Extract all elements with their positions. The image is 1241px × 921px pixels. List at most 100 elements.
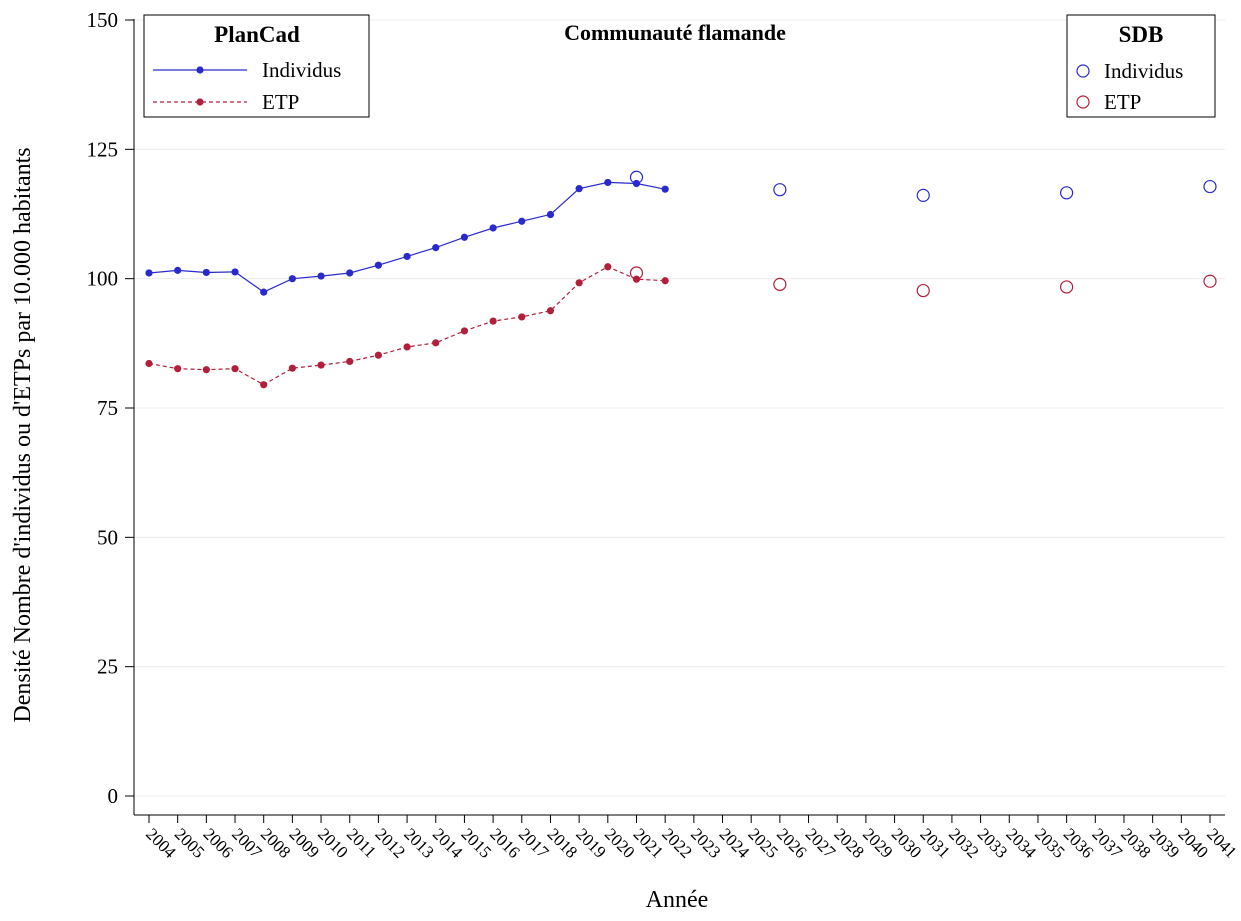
- x-tick-label: 2009: [286, 824, 323, 861]
- data-point: [174, 365, 182, 373]
- data-point: [773, 277, 787, 291]
- legend-sdb-title: SDB: [1119, 22, 1164, 47]
- x-tick-label: 2031: [916, 824, 953, 861]
- x-tick-label: 2016: [486, 824, 523, 861]
- legend-plancad-etp-label: ETP: [262, 90, 299, 114]
- data-point: [403, 252, 411, 261]
- legend-sdb-individus-label: Individus: [1104, 59, 1183, 83]
- x-tick-label: 2015: [458, 824, 495, 861]
- x-tick-label: 2024: [716, 824, 754, 862]
- data-point: [604, 263, 612, 271]
- x-tick-label: 2007: [228, 824, 266, 862]
- data-point: [374, 261, 383, 269]
- x-tick-label: 2022: [658, 824, 695, 861]
- data-point: [489, 317, 497, 325]
- y-tick-label: 100: [87, 267, 119, 291]
- x-tick-label: 2020: [601, 824, 638, 861]
- data-point: [374, 351, 383, 359]
- data-point: [661, 185, 669, 193]
- data-point: [489, 224, 497, 232]
- data-point: [202, 366, 210, 374]
- series-line: [148, 181, 666, 293]
- data-point: [145, 269, 153, 277]
- x-tick-label: 2021: [630, 824, 667, 861]
- data-point: [260, 381, 268, 389]
- data-point: [916, 188, 930, 202]
- series-sdb-individus: [629, 170, 1217, 202]
- legend-plancad-individus-label: Individus: [262, 58, 341, 82]
- data-point: [317, 361, 325, 369]
- x-tick-label: 2041: [1203, 824, 1240, 861]
- legend-sdb-box: [1066, 14, 1216, 118]
- data-point: [575, 279, 583, 287]
- x-tick-label: 2018: [544, 824, 581, 861]
- data-point: [661, 277, 669, 285]
- y-tick-label: 50: [97, 525, 118, 549]
- x-tick-label: 2035: [1031, 824, 1068, 861]
- x-tick-label: 2004: [142, 824, 180, 862]
- legend-plancad-etp-marker: [196, 98, 204, 106]
- y-axis-title: Densité Nombre d'individus ou d'ETPs par…: [10, 147, 36, 722]
- data-point: [145, 359, 153, 368]
- x-tick-label: 2011: [343, 824, 380, 861]
- data-point: [1060, 186, 1074, 200]
- data-point: [629, 266, 644, 280]
- data-point: [403, 343, 411, 351]
- x-tick-label: 2029: [859, 824, 896, 861]
- data-point: [288, 364, 296, 372]
- x-tick-label: 2026: [773, 824, 810, 861]
- legend-plancad-box: [143, 14, 370, 118]
- data-point: [604, 178, 612, 187]
- x-tick-label: 2014: [429, 824, 467, 862]
- data-point: [202, 268, 210, 277]
- x-tick-label: 2039: [1146, 824, 1183, 861]
- legend-sdb-individus-marker: [1076, 64, 1090, 78]
- data-point: [1203, 179, 1217, 194]
- y-axis-ticks: 0 25 50 75 100 125 150: [87, 8, 134, 808]
- series-line: [148, 266, 666, 386]
- data-point: [460, 233, 469, 241]
- data-point: [1203, 274, 1217, 288]
- y-tick-label: 0: [108, 784, 119, 808]
- data-point: [174, 266, 182, 274]
- x-axis-title: Année: [646, 887, 709, 913]
- legend-sdb-etp-marker: [1076, 95, 1090, 109]
- x-axis-ticks: 2004200520062007200820092010201120122013…: [142, 815, 1241, 862]
- plot-series: [145, 170, 1217, 389]
- data-point: [916, 283, 930, 298]
- x-tick-label: 2030: [888, 824, 925, 861]
- series-sdb-etp: [629, 266, 1217, 298]
- gridlines: [134, 19, 1225, 797]
- chart-title: Communauté flamande: [564, 20, 786, 45]
- x-tick-label: 2006: [200, 824, 237, 861]
- data-point: [629, 170, 644, 184]
- x-tick-label: 2019: [572, 824, 609, 861]
- data-point: [518, 313, 526, 321]
- data-point: [231, 365, 239, 373]
- data-point: [346, 357, 354, 366]
- legend-plancad-title: PlanCad: [214, 22, 300, 47]
- axes: [133, 19, 1225, 816]
- data-point: [575, 185, 583, 193]
- data-point: [231, 268, 239, 276]
- x-tick-label: 2005: [171, 824, 208, 861]
- legend-plancad-individus-marker: [196, 66, 204, 74]
- x-tick-label: 2017: [515, 824, 553, 862]
- x-tick-label: 2023: [687, 824, 724, 861]
- legend-sdb-etp-label: ETP: [1104, 90, 1141, 114]
- x-tick-label: 2040: [1174, 824, 1211, 861]
- x-tick-label: 2037: [1088, 824, 1126, 862]
- data-point: [432, 339, 440, 347]
- x-tick-label: 2036: [1060, 824, 1097, 861]
- legend-sdb: SDB Individus ETP: [1066, 14, 1216, 118]
- data-point: [346, 269, 354, 277]
- x-tick-label: 2033: [974, 824, 1011, 861]
- data-point: [518, 217, 526, 225]
- y-tick-label: 150: [87, 8, 119, 32]
- x-tick-label: 2028: [830, 824, 867, 861]
- data-point: [260, 288, 268, 296]
- x-tick-label: 2025: [744, 824, 781, 861]
- legend-plancad: PlanCad Individus ETP: [143, 14, 370, 118]
- x-tick-label: 2013: [400, 824, 437, 861]
- y-tick-label: 75: [97, 396, 118, 420]
